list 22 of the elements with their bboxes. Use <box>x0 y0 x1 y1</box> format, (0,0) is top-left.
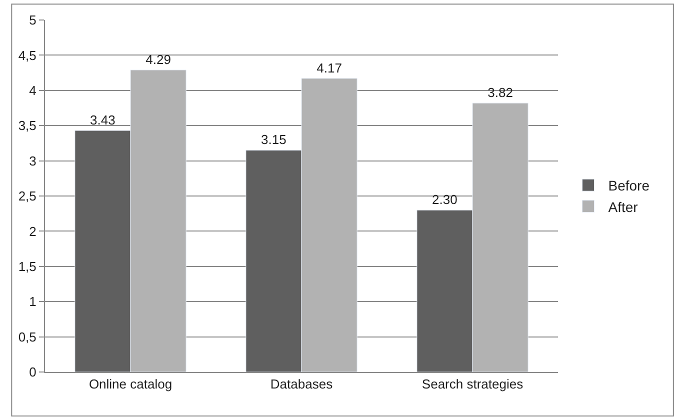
legend-label: Before <box>608 178 650 194</box>
legend-label: After <box>608 198 638 215</box>
x-tick-label: Online catalog <box>88 376 172 392</box>
y-tick-label: 4 <box>29 82 36 98</box>
data-label: 4.17 <box>316 60 342 76</box>
y-tick-label: 2 <box>29 224 36 239</box>
y-tick-label: 4,5 <box>18 48 36 63</box>
data-label: 2.30 <box>432 192 458 208</box>
y-tick-label: 5 <box>29 12 36 28</box>
data-label: 3.82 <box>488 85 513 100</box>
y-tick-label: 1,5 <box>18 258 36 274</box>
y-tick-label: 0,5 <box>18 329 36 344</box>
y-tick-label: 2,5 <box>18 188 36 204</box>
data-label: 3.15 <box>261 132 286 148</box>
y-tick-label: 1 <box>29 294 36 310</box>
y-tick-label: 3,5 <box>18 118 36 134</box>
x-tick-label: Search strategies <box>422 376 524 392</box>
data-label: 4.29 <box>146 52 171 67</box>
x-tick-label: Databases <box>270 376 334 392</box>
y-tick-label: 3 <box>29 153 36 168</box>
y-tick-label: 0 <box>29 364 36 380</box>
data-label: 3.43 <box>90 112 116 128</box>
